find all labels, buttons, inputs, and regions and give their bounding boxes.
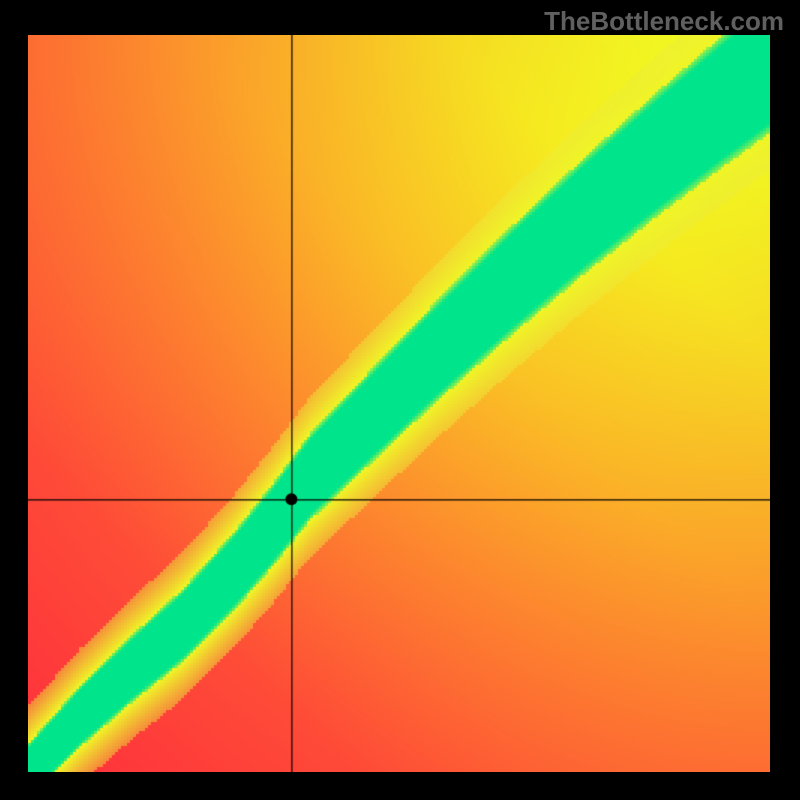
chart-stage (28, 35, 770, 772)
heatmap-canvas (28, 35, 770, 772)
watermark-label: TheBottleneck.com (544, 6, 784, 37)
